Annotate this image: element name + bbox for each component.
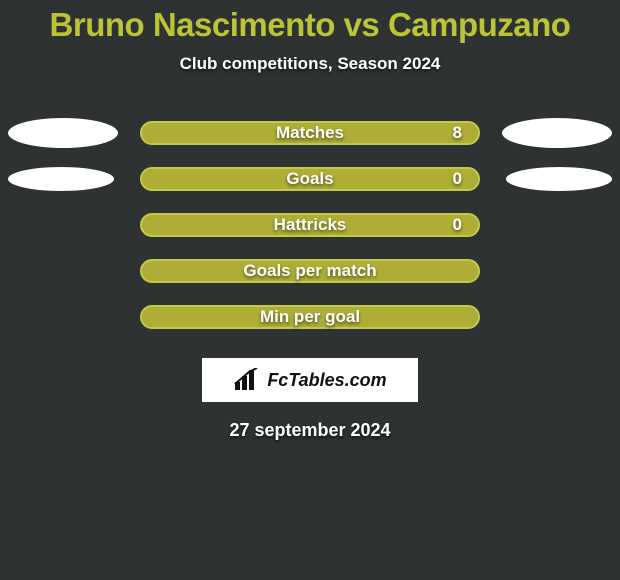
subtitle: Club competitions, Season 2024 [0,54,620,74]
brand-text: FcTables.com [267,370,386,391]
stat-label: Goals [286,169,333,189]
stat-bar: Goals 0 [140,167,480,191]
stat-bar: Min per goal [140,305,480,329]
page-title: Bruno Nascimento vs Campuzano [0,0,620,44]
stat-rows: Matches 8 Goals 0 Hattricks 0 Goals per match M… [0,110,620,340]
stat-value: 8 [453,123,462,143]
stat-label: Hattricks [274,215,347,235]
stat-row: Min per goal [0,294,620,340]
stat-row: Goals 0 [0,156,620,202]
date-label: 27 september 2024 [0,420,620,441]
stat-bar: Matches 8 [140,121,480,145]
stat-row: Hattricks 0 [0,202,620,248]
brand-box: FcTables.com [202,358,418,402]
stat-label: Min per goal [260,307,360,327]
stat-bar: Hattricks 0 [140,213,480,237]
left-ellipse [8,167,114,191]
stat-label: Goals per match [243,261,376,281]
right-ellipse [506,167,612,191]
stat-value: 0 [453,169,462,189]
comparison-infographic: Bruno Nascimento vs Campuzano Club compe… [0,0,620,580]
stat-row: Matches 8 [0,110,620,156]
left-ellipse [8,118,118,148]
right-ellipse [502,118,612,148]
stat-label: Matches [276,123,344,143]
bars-icon [233,368,261,392]
stat-value: 0 [453,215,462,235]
stat-bar: Goals per match [140,259,480,283]
stat-row: Goals per match [0,248,620,294]
